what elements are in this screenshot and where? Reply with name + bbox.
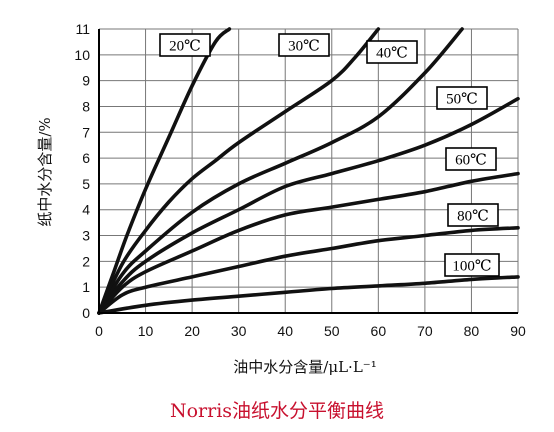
chart: 0 10 20 30 40 50 60 70 80 90 0 1 2 3 4 5 6 7 8 9 10 11 20℃ 30℃… — [36, 21, 526, 376]
x-tick-label: 10 — [138, 323, 154, 339]
y-tick-label: 3 — [82, 228, 90, 244]
y-tick-label: 6 — [82, 150, 90, 166]
series-label-box — [447, 203, 499, 227]
series-line-5 — [97, 226, 520, 315]
y-tick-label: 11 — [75, 21, 90, 37]
series-line-4 — [97, 171, 520, 315]
x-tick-label: 80 — [464, 323, 480, 339]
x-axis-label: 油中水分含量/μL·L⁻¹ — [233, 358, 376, 376]
series-label-box — [445, 147, 497, 171]
series-line-0 — [97, 27, 232, 315]
y-tick-label: 9 — [82, 73, 90, 89]
series-line-6 — [97, 275, 520, 315]
y-tick-label: 0 — [82, 305, 90, 321]
series-label-box — [366, 40, 418, 64]
x-tick-label: 30 — [231, 323, 247, 339]
tick-labels: 0 10 20 30 40 50 60 70 80 90 0 1 2 3 4 5 6 7 8 9 10 11 — [74, 21, 526, 339]
y-tick-label: 1 — [82, 279, 90, 295]
y-tick-label: 2 — [82, 253, 90, 269]
y-tick-label: 4 — [82, 202, 90, 218]
x-tick-label: 90 — [510, 323, 526, 339]
x-tick-label: 70 — [417, 323, 433, 339]
series-label-box — [444, 253, 500, 277]
chart-caption: Norris油纸水分平衡曲线 — [169, 400, 385, 422]
x-tick-label: 40 — [277, 323, 293, 339]
y-tick-label: 10 — [74, 47, 90, 63]
curve-labels: 20℃ 30℃ 40℃ 50℃ 60℃ 80℃ 100℃ — [159, 33, 500, 277]
series-label: 30℃ — [288, 39, 320, 55]
y-axis-label: 纸中水分含量/% — [36, 117, 54, 226]
y-tick-label: 7 — [82, 124, 90, 140]
series-label: 20℃ — [169, 39, 201, 55]
x-tick-label: 50 — [324, 323, 340, 339]
x-tick-label: 0 — [95, 323, 103, 339]
x-tick-label: 20 — [184, 323, 200, 339]
series-line-3 — [97, 96, 520, 315]
series-line-2 — [97, 27, 464, 315]
series-line-1 — [97, 27, 381, 315]
y-tick-label: 8 — [82, 98, 90, 114]
series-label: 80℃ — [457, 209, 489, 225]
axes — [98, 29, 518, 314]
series-label: 60℃ — [455, 153, 487, 169]
series-label-box — [159, 33, 211, 57]
series-label: 100℃ — [452, 259, 491, 275]
y-tick-label: 5 — [82, 176, 90, 192]
series-label: 40℃ — [376, 46, 408, 62]
curves — [97, 27, 520, 315]
x-tick-label: 60 — [371, 323, 387, 339]
series-label: 50℃ — [446, 92, 478, 108]
series-label-box — [436, 86, 488, 110]
series-label-box — [278, 33, 330, 57]
